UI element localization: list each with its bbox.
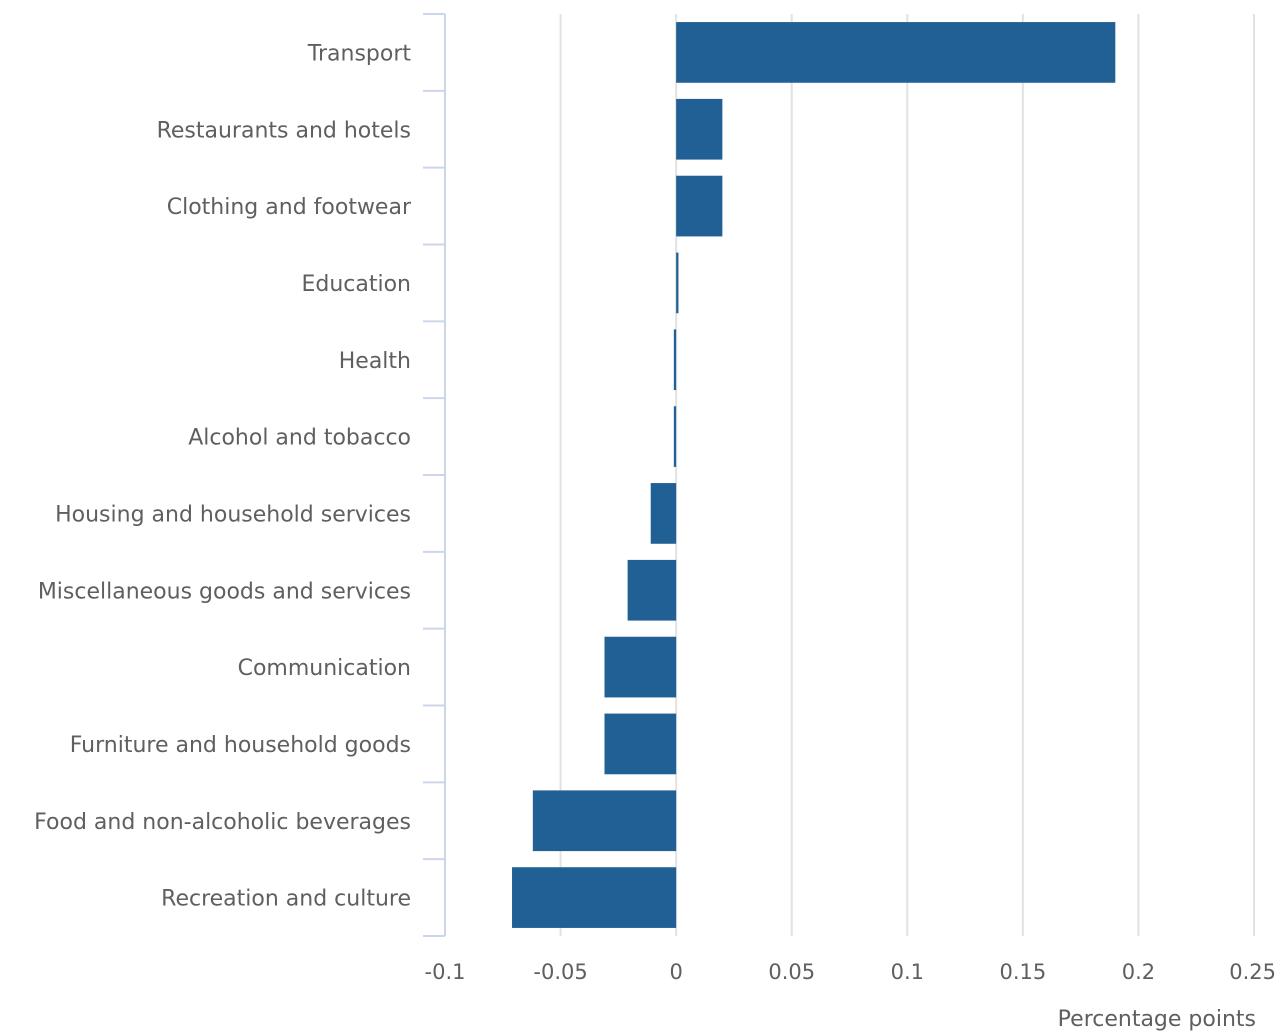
x-tick-label: 0.2: [1122, 960, 1155, 984]
category-label: Furniture and household goods: [70, 733, 411, 758]
x-tick-label: 0.05: [768, 960, 815, 984]
bar: [673, 406, 677, 467]
bar: [604, 713, 677, 775]
bar: [604, 636, 677, 698]
bar: [676, 175, 723, 237]
category-label: Transport: [307, 41, 412, 66]
x-tick-label: -0.1: [425, 960, 466, 984]
category-label: Communication: [238, 656, 411, 681]
bar: [676, 252, 679, 314]
category-label: Education: [301, 272, 411, 297]
x-tick-labels: -0.1 -0.05 0 0.05 0.1 0.15 0.2 0.25: [425, 960, 1276, 984]
category-labels: Transport Restaurants and hotels Clothing …: [34, 41, 412, 911]
bar: [650, 483, 677, 544]
x-tick-label: 0.1: [891, 960, 924, 984]
category-label: Alcohol and tobacco: [188, 426, 411, 451]
gridlines: [559, 14, 1255, 936]
category-axis: [423, 13, 446, 937]
category-label: Restaurants and hotels: [157, 118, 411, 143]
category-label: Recreation and culture: [161, 887, 411, 912]
category-label: Miscellaneous goods and services: [38, 579, 411, 604]
x-tick-label: -0.05: [533, 960, 587, 984]
category-label: Clothing and footwear: [167, 195, 412, 220]
x-tick-label: 0: [669, 960, 682, 984]
bar: [512, 867, 677, 928]
category-label: Health: [339, 349, 411, 374]
x-tick-label: 0.25: [1229, 960, 1276, 984]
category-label: Housing and household services: [55, 502, 411, 527]
bars: [512, 22, 1116, 928]
x-tick-label: 0.15: [999, 960, 1046, 984]
x-axis-title: Percentage points: [1058, 1007, 1256, 1032]
category-label: Food and non-alcoholic beverages: [34, 810, 411, 835]
bar: [676, 98, 723, 160]
bar: [532, 790, 677, 852]
bar: [627, 559, 677, 621]
bar: [673, 329, 677, 391]
bar: [676, 22, 1116, 83]
